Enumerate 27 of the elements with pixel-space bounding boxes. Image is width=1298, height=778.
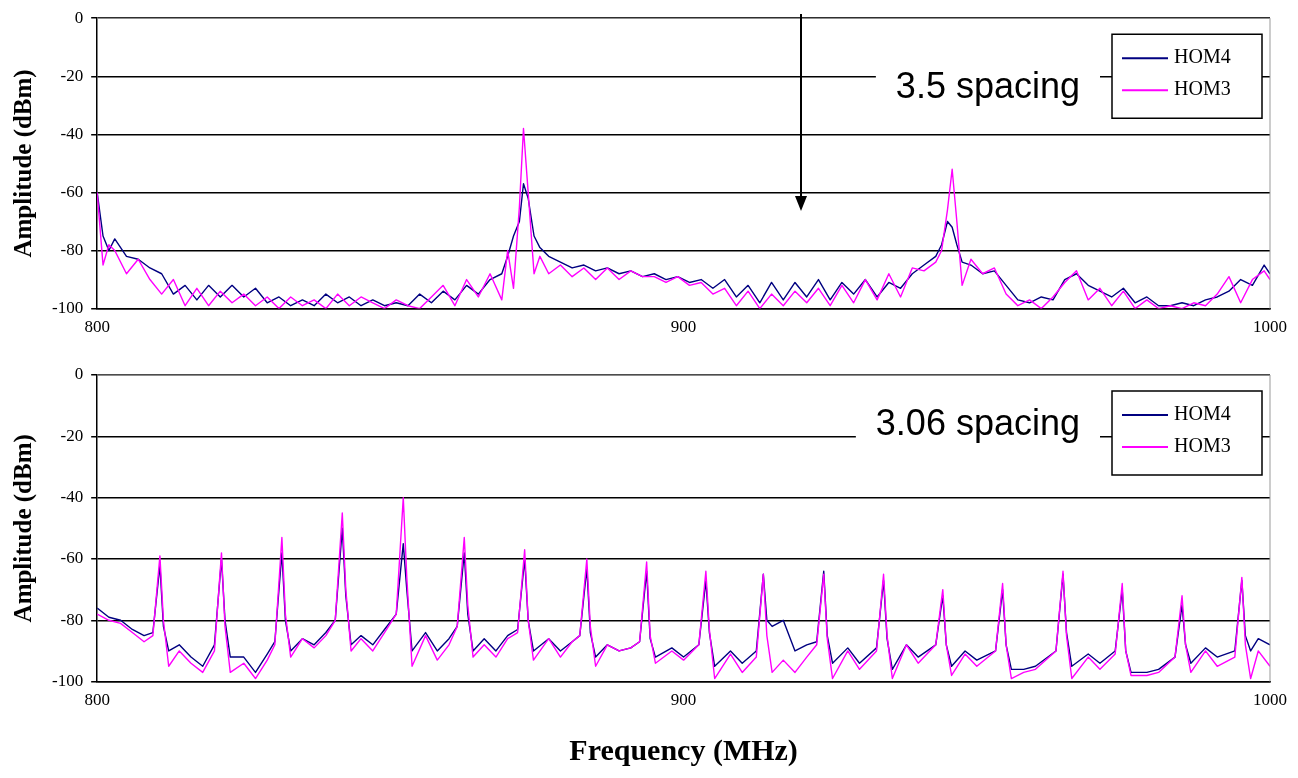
y-tick-label: -100 [51,298,84,318]
y-axis-title: Amplitude (dBm) [9,69,38,258]
legend-label: HOM3 [1174,77,1231,100]
y-tick-label: -80 [60,239,84,259]
y-tick-label: -20 [60,65,84,85]
y-tick-label: 0 [74,364,84,384]
y-tick-label: -80 [60,609,84,629]
x-tick-label: 1000 [1253,317,1287,337]
x-tick-label: 800 [84,317,110,337]
y-tick-label: -40 [60,123,84,143]
y-tick-label: 0 [74,7,84,27]
y-tick-label: -60 [60,548,84,568]
legend-label: HOM3 [1174,434,1231,457]
x-axis-title: Frequency (MHz) [569,732,798,767]
x-tick-label: 1000 [1253,690,1287,710]
legend-label: HOM4 [1174,402,1231,425]
legend-label: HOM4 [1174,45,1231,68]
y-tick-label: -100 [51,671,84,691]
x-tick-label: 800 [84,690,110,710]
y-tick-label: -40 [60,487,84,507]
y-tick-label: -60 [60,181,84,201]
y-tick-label: -20 [60,425,84,445]
y-axis-title: Amplitude (dBm) [9,434,38,623]
x-tick-label: 900 [670,317,697,337]
annotation: 3.06 spacing [875,401,1080,443]
annotation: 3.5 spacing [895,65,1081,107]
x-tick-label: 900 [670,690,697,710]
